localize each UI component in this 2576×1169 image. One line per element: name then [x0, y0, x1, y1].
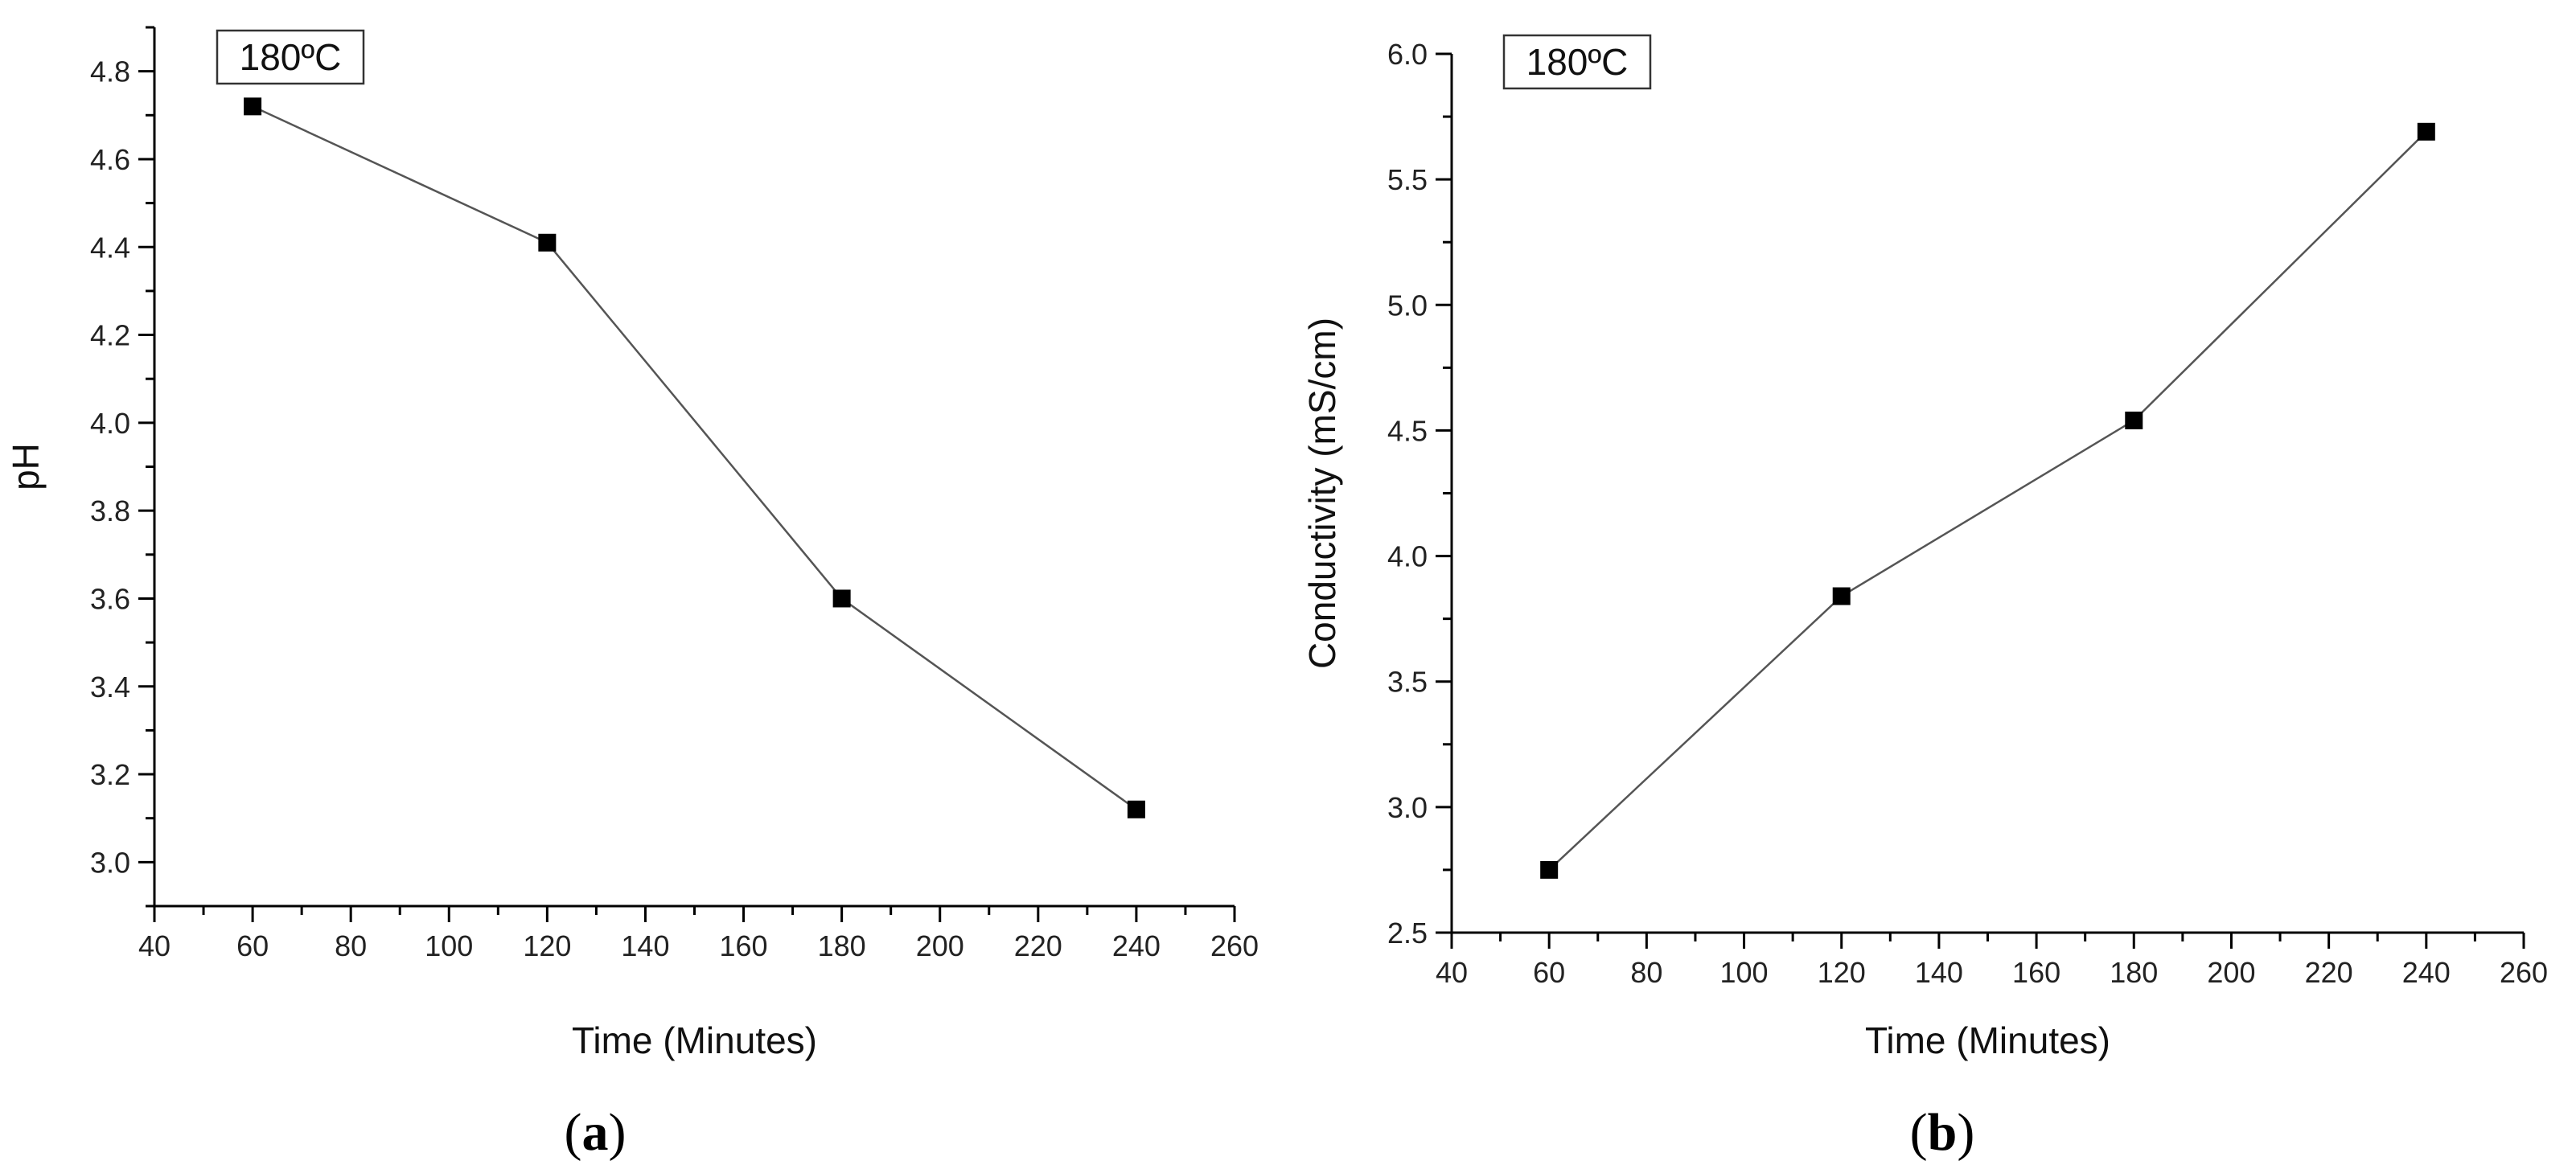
chart-a-x-tick-label: 100 [425, 929, 473, 962]
chart-b-y-tick-label: 4.5 [1387, 414, 1428, 447]
chart-a-temperature-badge: 180ºC [240, 36, 342, 78]
chart-a-data-point [244, 97, 262, 116]
chart-b-data-point [2417, 122, 2435, 141]
chart-a-x-tick-label: 200 [916, 929, 964, 962]
chart-b-x-tick-label: 160 [2012, 956, 2060, 989]
panel-a-chart: 40 60 80 100 120 140 160 180 200 220 240 260 3.0 3.2 3… [5, 26, 1259, 1162]
chart-b-x-tick-label: 100 [1720, 956, 1769, 989]
chart-b-y-tick-label: 5.5 [1387, 163, 1428, 196]
chart-b-x-tick-label: 220 [2305, 956, 2353, 989]
chart-b-data-point [2125, 411, 2143, 429]
chart-a-x-tick-label: 220 [1014, 929, 1062, 962]
chart-b-x-tick-label: 60 [1533, 956, 1565, 989]
chart-a-badge-box [216, 29, 365, 85]
chart-b-x-tick-label: 240 [2402, 956, 2451, 989]
chart-a-panel-caption: (a) [565, 1103, 627, 1162]
chart-a-data-point [1127, 800, 1145, 818]
chart-a-data-point [538, 233, 557, 252]
chart-a-y-tick-label: 4.0 [90, 407, 130, 440]
chart-a-x-tick-label: 160 [720, 929, 768, 962]
chart-a-data-point [832, 589, 851, 608]
chart-a-y-tick-label: 3.2 [90, 758, 130, 791]
chart-b-y-axis-title: Conductivity (mS/cm) [1301, 318, 1343, 669]
chart-a-y-tick-label: 3.4 [90, 671, 130, 703]
chart-a-y-tick-label: 4.6 [90, 143, 130, 176]
chart-b-x-tick-label: 140 [1915, 956, 1963, 989]
chart-a-x-tick-label: 60 [236, 929, 269, 962]
chart-a-series-line [252, 105, 1137, 810]
chart-b-x-tick-label: 200 [2207, 956, 2255, 989]
chart-b-x-tick-label: 120 [1818, 956, 1866, 989]
chart-a-x-tick-label: 240 [1112, 929, 1161, 962]
chart-a-y-tick-label: 4.8 [90, 55, 130, 88]
chart-b-badge-box [1502, 34, 1652, 90]
chart-a-x-tick-label: 140 [621, 929, 669, 962]
chart-b-x-tick-label: 40 [1436, 956, 1468, 989]
chart-a-y-tick-label: 4.2 [90, 319, 130, 352]
chart-b-y-tick-label: 2.5 [1387, 917, 1428, 950]
chart-a-y-tick-label: 3.0 [90, 846, 130, 879]
chart-a-x-axis-title: Time (Minutes) [572, 1019, 817, 1061]
chart-b-y-tick-label: 6.0 [1387, 38, 1428, 71]
chart-b-x-tick-label: 260 [2500, 956, 2548, 989]
chart-a-y-tick-label: 3.8 [90, 494, 130, 527]
chart-b-data-point [1832, 587, 1851, 605]
chart-b-x-axis-title: Time (Minutes) [1865, 1019, 2110, 1061]
chart-a-y-tick-label: 4.4 [90, 231, 130, 264]
chart-b-x-tick-label: 180 [2110, 956, 2158, 989]
chart-b-y-tick-label: 5.0 [1387, 289, 1428, 322]
chart-b-series-line [1548, 130, 2427, 871]
chart-a-x-tick-label: 180 [818, 929, 866, 962]
chart-a-x-tick-label: 80 [335, 929, 367, 962]
chart-a-y-axis-title: pH [5, 443, 47, 490]
chart-a-y-tick-label: 3.6 [90, 582, 130, 615]
chart-a-x-tick-label: 40 [138, 929, 171, 962]
chart-b-data-point [1540, 860, 1559, 879]
chart-b-y-tick-label: 3.5 [1387, 666, 1428, 699]
chart-a-x-tick-label: 120 [523, 929, 571, 962]
chart-b-y-tick-label: 4.0 [1387, 540, 1428, 573]
chart-b-temperature-badge: 180ºC [1526, 41, 1629, 83]
chart-b-x-tick-label: 80 [1630, 956, 1662, 989]
panel-b-chart: 40 60 80 100 120 140 160 180 200 220 240 260 2.5 3.0 3… [1301, 34, 2548, 1162]
chart-a-x-tick-label: 260 [1210, 929, 1259, 962]
chart-b-panel-caption: (b) [1910, 1103, 1975, 1162]
chart-b-y-tick-label: 3.0 [1387, 791, 1428, 824]
